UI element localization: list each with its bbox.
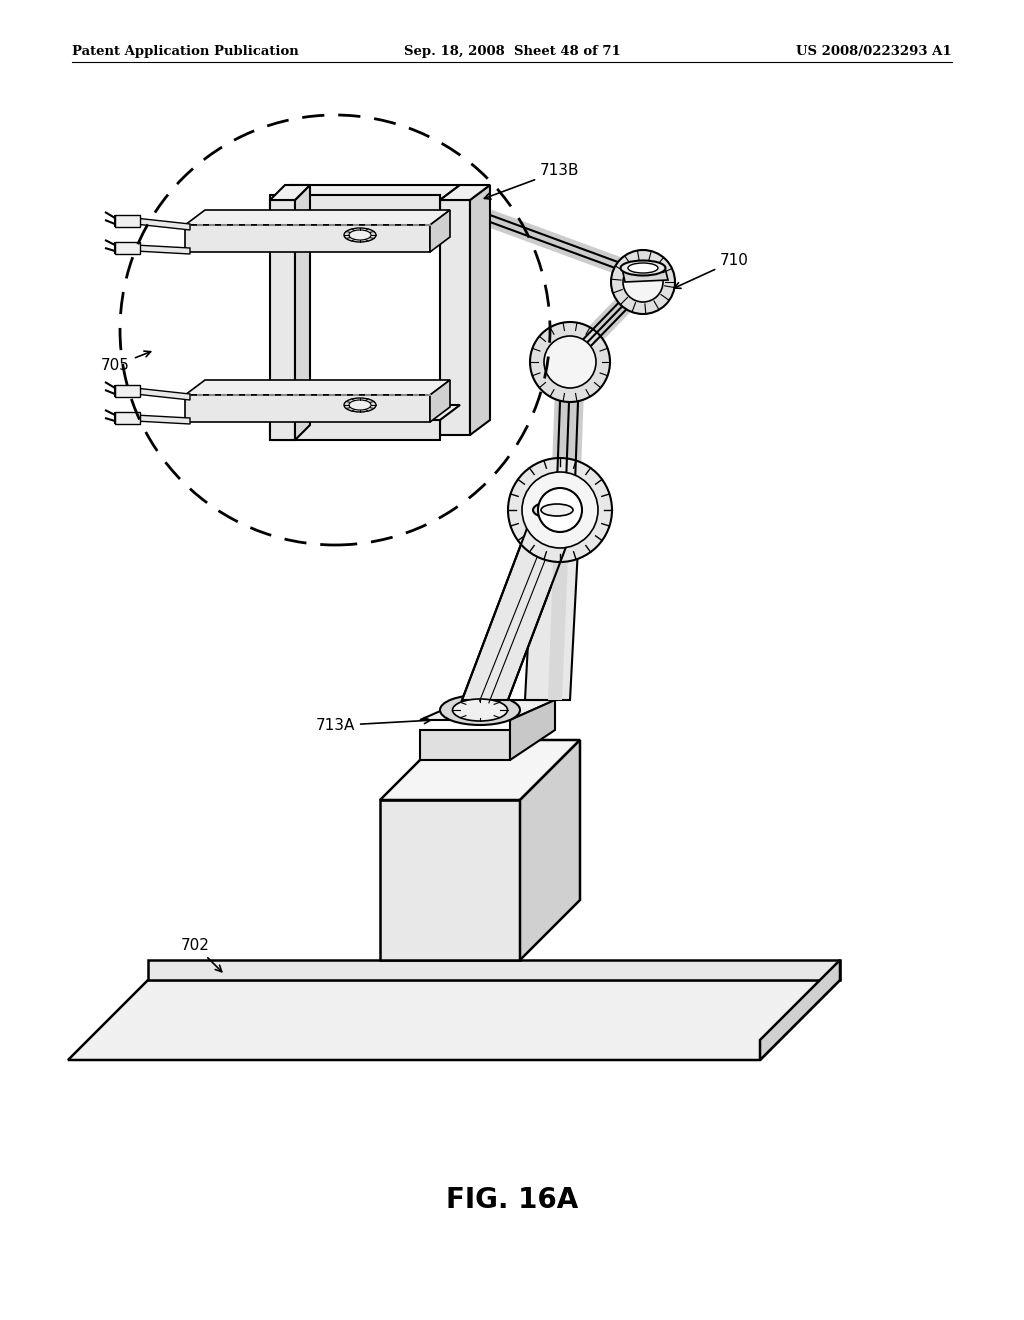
Text: FIG. 16A: FIG. 16A xyxy=(445,1185,579,1214)
Polygon shape xyxy=(440,201,470,436)
Ellipse shape xyxy=(628,263,658,273)
Polygon shape xyxy=(420,700,555,719)
Polygon shape xyxy=(430,210,450,252)
Polygon shape xyxy=(68,979,840,1060)
Polygon shape xyxy=(270,420,440,440)
Polygon shape xyxy=(760,960,840,1060)
Polygon shape xyxy=(185,224,430,252)
Ellipse shape xyxy=(344,228,376,242)
Circle shape xyxy=(538,488,582,532)
Ellipse shape xyxy=(440,696,520,725)
Polygon shape xyxy=(510,700,555,760)
Polygon shape xyxy=(440,185,490,201)
Circle shape xyxy=(544,337,596,388)
Polygon shape xyxy=(270,405,460,420)
Polygon shape xyxy=(135,388,190,400)
Ellipse shape xyxy=(344,399,376,412)
Text: 713B: 713B xyxy=(484,162,580,199)
Circle shape xyxy=(623,261,663,302)
Ellipse shape xyxy=(349,230,371,240)
Text: 713A: 713A xyxy=(315,718,430,733)
Polygon shape xyxy=(380,800,520,960)
Polygon shape xyxy=(270,185,310,201)
Text: 705: 705 xyxy=(101,351,151,374)
Polygon shape xyxy=(525,510,580,700)
Polygon shape xyxy=(380,741,580,800)
Text: 702: 702 xyxy=(181,939,222,972)
Polygon shape xyxy=(115,412,140,424)
Polygon shape xyxy=(462,510,580,700)
Ellipse shape xyxy=(349,400,371,411)
Polygon shape xyxy=(520,741,580,960)
Polygon shape xyxy=(135,414,190,424)
Circle shape xyxy=(530,322,610,403)
Polygon shape xyxy=(270,185,460,201)
Text: Sep. 18, 2008  Sheet 48 of 71: Sep. 18, 2008 Sheet 48 of 71 xyxy=(403,45,621,58)
Polygon shape xyxy=(115,385,140,397)
Polygon shape xyxy=(185,395,430,422)
Polygon shape xyxy=(135,218,190,230)
Polygon shape xyxy=(185,380,450,395)
Polygon shape xyxy=(470,512,573,705)
Polygon shape xyxy=(148,960,840,979)
Polygon shape xyxy=(185,210,450,224)
Polygon shape xyxy=(295,185,310,440)
Circle shape xyxy=(522,473,598,548)
Ellipse shape xyxy=(453,700,508,721)
Circle shape xyxy=(611,249,675,314)
Polygon shape xyxy=(270,201,295,440)
Polygon shape xyxy=(270,195,440,215)
Text: 710: 710 xyxy=(674,253,749,288)
Ellipse shape xyxy=(534,502,581,519)
Polygon shape xyxy=(135,246,190,253)
Polygon shape xyxy=(548,510,570,700)
Polygon shape xyxy=(115,215,140,227)
Polygon shape xyxy=(622,268,668,282)
Polygon shape xyxy=(470,185,490,436)
Ellipse shape xyxy=(541,504,573,516)
Ellipse shape xyxy=(621,260,666,276)
Text: US 2008/0223293 A1: US 2008/0223293 A1 xyxy=(797,45,952,58)
Polygon shape xyxy=(430,380,450,422)
Polygon shape xyxy=(420,730,510,760)
Text: Patent Application Publication: Patent Application Publication xyxy=(72,45,299,58)
Circle shape xyxy=(508,458,612,562)
Polygon shape xyxy=(115,242,140,253)
